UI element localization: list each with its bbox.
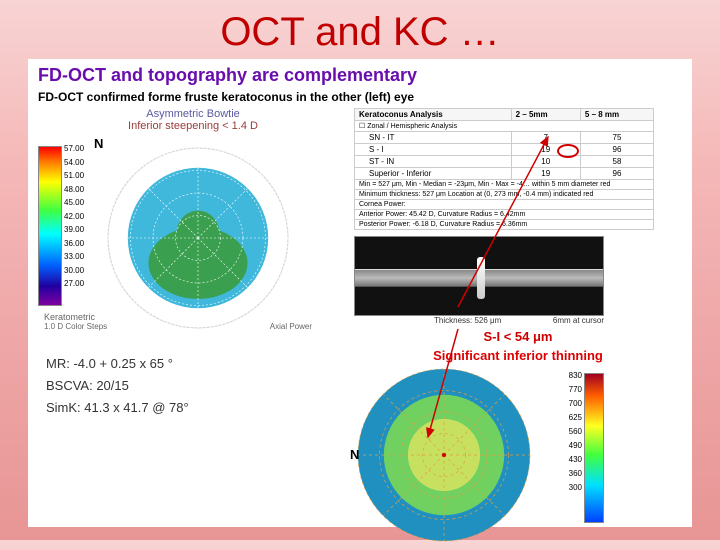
content-panel: FD-OCT and topography are complementary … — [28, 59, 692, 527]
right-column: Keratoconus Analysis2 – 5mm5 – 8 mm☐ Zon… — [354, 108, 682, 508]
oct-right-label: 6mm at cursor — [553, 316, 604, 325]
topo-caption1: Keratometric — [44, 312, 95, 322]
topo-colorbar-labels: 57.0054.0051.0048.0045.0042.0039.0036.00… — [64, 142, 84, 291]
pachy-colorbar — [584, 373, 604, 523]
panel-subtitle: FD-OCT confirmed forme fruste keratoconu… — [38, 90, 682, 104]
slide-title: OCT and KC … — [0, 0, 720, 59]
clinical-data: MR: -4.0 + 0.25 x 65 ° BSCVA: 20/15 SimK… — [38, 356, 348, 415]
oct-caption: Thickness: 526 μm 6mm at cursor — [354, 316, 604, 325]
topo-heading-2: Inferior steepening < 1.4 D — [38, 120, 348, 132]
topo-heading-1: Asymmetric Bowtie — [38, 108, 348, 120]
si-line2: Significant inferior thinning — [354, 348, 682, 363]
pachymetry-wrap: N 830770700625560490430360300 — [354, 365, 604, 545]
oct-scan-image — [354, 236, 604, 316]
left-column: Asymmetric Bowtie Inferior steepening < … — [38, 108, 348, 508]
oct-thickness-label: Thickness: 526 μm — [434, 316, 501, 325]
kc-analysis-table: Keratoconus Analysis2 – 5mm5 – 8 mm☐ Zon… — [354, 108, 654, 230]
topography-map-wrap: N 57.0054.0051.0048.0045.0042.0039.0036.… — [38, 136, 318, 346]
topo-colorbar — [38, 146, 62, 306]
si-line1: S-I < 54 μm — [354, 329, 682, 344]
topo-caption3: Axial Power — [270, 322, 312, 331]
pachy-colorbar-labels: 830770700625560490430360300 — [569, 369, 582, 495]
simk-value: SimK: 41.3 x 41.7 @ 78° — [46, 400, 348, 415]
topo-caption2: 1.0 D Color Steps — [44, 322, 107, 331]
red-circle-icon — [557, 144, 579, 158]
pachymetry-map — [354, 365, 534, 545]
pachy-n-label: N — [350, 447, 359, 462]
topography-map — [98, 138, 298, 338]
mr-value: MR: -4.0 + 0.25 x 65 ° — [46, 356, 348, 371]
bscva-value: BSCVA: 20/15 — [46, 378, 348, 393]
panel-title: FD-OCT and topography are complementary — [38, 65, 682, 86]
